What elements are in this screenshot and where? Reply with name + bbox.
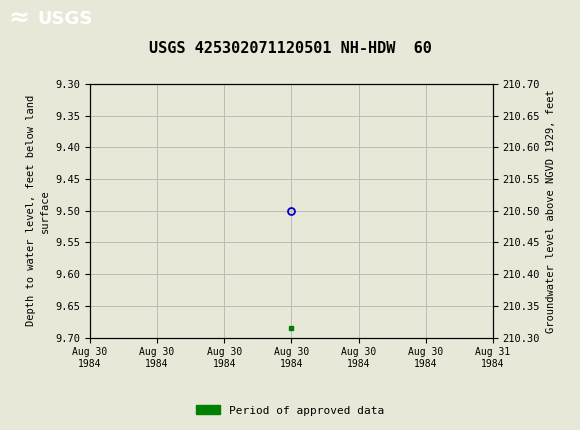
Legend: Period of approved data: Period of approved data <box>191 401 389 420</box>
Y-axis label: Groundwater level above NGVD 1929, feet: Groundwater level above NGVD 1929, feet <box>546 89 556 332</box>
Text: USGS: USGS <box>38 10 93 28</box>
Text: ≈: ≈ <box>9 7 30 31</box>
Text: USGS 425302071120501 NH-HDW  60: USGS 425302071120501 NH-HDW 60 <box>148 41 432 56</box>
Y-axis label: Depth to water level, feet below land
surface: Depth to water level, feet below land su… <box>27 95 50 326</box>
